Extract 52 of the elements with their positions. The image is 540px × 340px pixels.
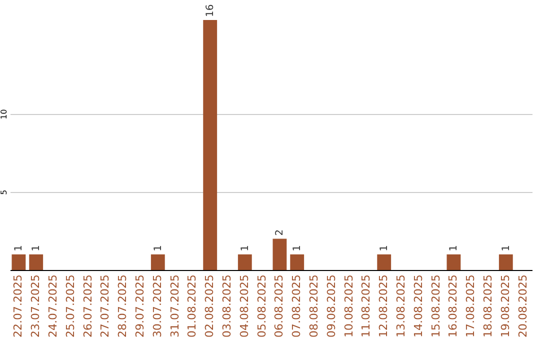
- x-tick-label: 03.08.2025: [220, 274, 234, 338]
- x-tick-label: 01.08.2025: [186, 274, 199, 338]
- x-tick-label: 30.07.2025: [150, 274, 164, 338]
- bar: [29, 254, 44, 270]
- data-label: 16: [205, 4, 216, 17]
- bar: [446, 254, 461, 270]
- x-tick-label: 29.07.2025: [134, 274, 146, 338]
- bar: [290, 254, 304, 270]
- x-tick-label: 25.07.2025: [64, 274, 77, 338]
- x-tick-label: 18.08.2025: [482, 274, 494, 338]
- x-tick-label: 24.07.2025: [46, 274, 60, 338]
- x-tick-label: 19.08.2025: [498, 274, 512, 338]
- x-tick-label: 04.08.2025: [238, 274, 251, 338]
- x-tick-label: 20.08.2025: [516, 274, 530, 338]
- data-label: 1: [240, 245, 251, 252]
- x-tick-label: 26.07.2025: [81, 274, 94, 338]
- x-tick-label: 07.08.2025: [290, 274, 304, 338]
- data-label: 1: [379, 245, 390, 252]
- x-tick-label: 23.07.2025: [29, 274, 42, 338]
- x-tick-label: 06.08.2025: [272, 274, 286, 338]
- x-tick-label: 16.08.2025: [446, 274, 460, 338]
- data-label: 1: [448, 245, 460, 252]
- bar: [238, 254, 252, 270]
- x-tick-label: 17.08.2025: [464, 274, 478, 338]
- bar: [203, 20, 218, 270]
- x-tick-label: 02.08.2025: [203, 274, 216, 338]
- x-tick-label: 31.07.2025: [168, 274, 182, 338]
- data-label: 2: [274, 229, 286, 236]
- data-label: 1: [31, 245, 42, 252]
- x-tick-label: 15.08.2025: [429, 274, 442, 338]
- x-tick-label: 05.08.2025: [255, 274, 268, 338]
- x-tick-label: 08.08.2025: [308, 274, 320, 338]
- x-tick-label: 10.08.2025: [342, 274, 356, 338]
- x-tick-label: 11.08.2025: [360, 274, 373, 338]
- x-tick-label: 28.07.2025: [116, 274, 130, 338]
- y-tick-label: 5: [0, 190, 8, 195]
- x-tick-label: 27.07.2025: [98, 274, 112, 338]
- x-tick-label: 12.08.2025: [377, 274, 390, 338]
- x-tick-label: 14.08.2025: [412, 274, 425, 338]
- x-tick-label: 13.08.2025: [394, 274, 408, 338]
- bar: [12, 254, 26, 270]
- data-label: 1: [14, 245, 25, 252]
- x-tick-label: 09.08.2025: [324, 274, 338, 338]
- bar: [272, 238, 287, 270]
- data-label: 1: [292, 245, 304, 252]
- data-label: 1: [152, 245, 164, 252]
- bar: [150, 254, 165, 270]
- bar: [377, 254, 392, 270]
- data-label: 1: [500, 245, 512, 252]
- bar: [498, 254, 513, 270]
- y-tick-label: 10: [0, 109, 8, 120]
- x-tick-label: 22.07.2025: [12, 274, 25, 338]
